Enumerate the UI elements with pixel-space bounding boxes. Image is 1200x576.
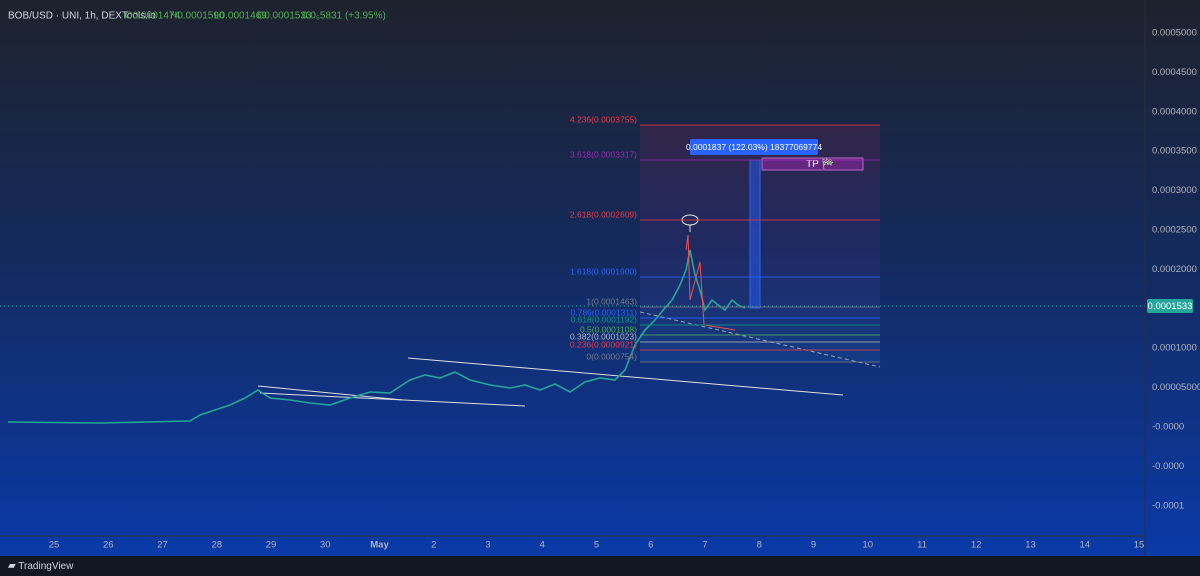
price-label: 0.0003000 (1152, 185, 1197, 196)
price-label: -0.0001 (1152, 500, 1184, 511)
time-label: 3 (485, 540, 490, 551)
time-label: May (370, 540, 389, 551)
price-label: -0.0000 (1152, 461, 1184, 472)
fib-label: 1(0.0001463) (586, 296, 637, 306)
time-label: 13 (1025, 540, 1036, 551)
time-label: 14 (1079, 540, 1090, 551)
time-label: 25 (49, 540, 60, 551)
current-price: 0.0001533 (1148, 301, 1193, 312)
fib-label: 3.618(0.0003317) (570, 149, 637, 159)
footer-bar (0, 556, 1200, 576)
price-wicks (685, 234, 736, 331)
time-label: 5 (594, 540, 599, 551)
current-price-badge (1147, 299, 1193, 313)
fib-label: 0.236(0.0000921) (570, 339, 637, 349)
tp-label: TP 🏁 (806, 157, 834, 170)
price-label: 0.0004500 (1152, 67, 1197, 78)
time-label: 9 (811, 540, 816, 551)
change: 0.0₅5831 (+3.95%) (302, 11, 386, 22)
time-label: 29 (266, 540, 277, 551)
fib-label: 0.5(0.0001108) (580, 324, 637, 334)
chart-background (0, 0, 1200, 556)
time-label: 26 (103, 540, 114, 551)
channel-line (407, 357, 844, 396)
price-label: 0.0003500 (1152, 146, 1197, 157)
fib-label: 1.618(0.0001900) (570, 266, 637, 276)
high: H0.0001590 (170, 11, 225, 22)
time-label: 27 (157, 540, 168, 551)
price-label: -0.0000 (1152, 422, 1184, 433)
time-label: 15 (1134, 540, 1145, 551)
measure-box (749, 159, 761, 309)
symbol: BOB/USD · UNI, 1h, DEXTools.io (8, 11, 156, 22)
tp-box (761, 157, 864, 171)
price-label: 0.0002500 (1152, 225, 1197, 236)
time-label: 7 (702, 540, 707, 551)
time-label: 10 (862, 540, 873, 551)
time-label: 6 (648, 540, 653, 551)
price-label: 0.0002000 (1152, 264, 1197, 275)
fib-label: 0(0.0000754) (586, 351, 637, 361)
fib-label: 0.618(0.0001192) (571, 314, 638, 324)
measure-tag (690, 139, 818, 155)
time-label: 12 (971, 540, 982, 551)
time-label: 4 (540, 540, 545, 551)
time-label: 28 (211, 540, 222, 551)
low: L0.0001469 (214, 11, 267, 22)
price-label: 0.00005000 (1152, 382, 1200, 393)
brand-name: TradingView (18, 561, 74, 572)
price-label: 0.0004000 (1152, 106, 1197, 117)
fib-label: 0.382(0.0001023) (570, 331, 637, 341)
brand: ▰ TradingView (8, 561, 74, 572)
measure-label: 0.0001837 (122.03%) 18377069774 (686, 142, 822, 152)
trend-line (639, 311, 881, 368)
open: O0.0001474 (125, 11, 180, 22)
price-series (7, 249, 746, 424)
time-label: 30 (320, 540, 331, 551)
channel-line (259, 392, 526, 407)
price-label: 0.0005000 (1152, 28, 1197, 39)
time-label: 2 (431, 540, 436, 551)
channel-line (257, 385, 404, 401)
time-label: 11 (917, 540, 927, 551)
fib-label: 4.236(0.0003755) (570, 114, 637, 124)
price-label: 0.0001000 (1152, 343, 1197, 354)
fib-label: 2.618(0.0002609) (570, 209, 637, 219)
time-label: 8 (757, 540, 762, 551)
close: C0.0001533 (257, 11, 312, 22)
fib-label: 0.786(0.0001311) (571, 307, 638, 317)
